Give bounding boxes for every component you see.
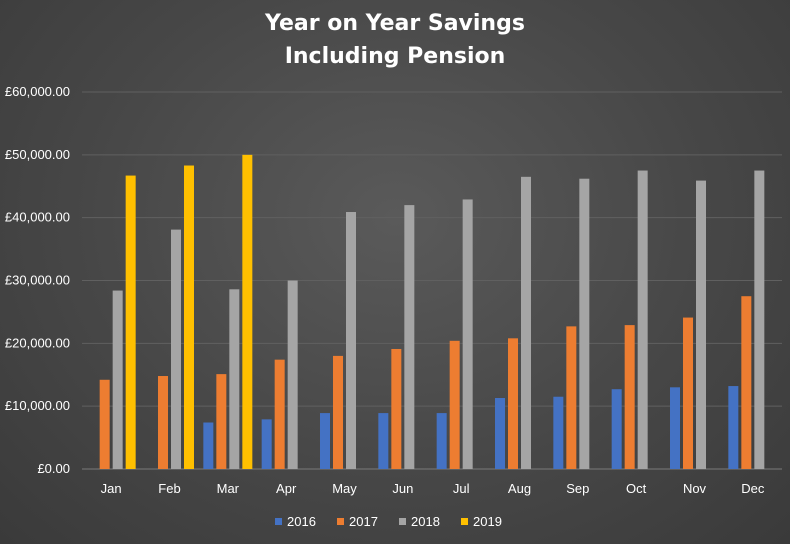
- legend-swatch-2019: [461, 518, 468, 525]
- bar-2016-apr: [261, 419, 272, 469]
- bar-2016-dec: [728, 386, 739, 469]
- legend-label-2016: 2016: [287, 514, 316, 529]
- bar-2019-jan: [125, 175, 136, 469]
- bar-2018-feb: [171, 229, 181, 469]
- bar-2017-mar: [216, 374, 227, 469]
- x-tick-label: Sep: [566, 481, 589, 496]
- y-tick-label: £40,000.00: [5, 210, 70, 225]
- bar-2017-nov: [683, 317, 693, 469]
- bar-2016-mar: [203, 422, 214, 469]
- x-tick-label: Apr: [276, 481, 297, 496]
- x-tick-label: Oct: [626, 481, 647, 496]
- x-tick-label: Jul: [453, 481, 470, 496]
- x-tick-label: Nov: [683, 481, 707, 496]
- bar-2018-dec: [754, 170, 765, 469]
- legend-label-2017: 2017: [349, 514, 378, 529]
- x-tick-label: Feb: [158, 481, 180, 496]
- bar-2018-oct: [637, 170, 648, 469]
- bar-2017-may: [333, 355, 343, 469]
- legend: 2016 2017 2018 2019: [275, 514, 502, 529]
- bar-2017-feb: [158, 376, 168, 469]
- bar-2018-nov: [696, 180, 706, 469]
- bar-2019-feb: [184, 165, 194, 469]
- bar-2019-mar: [242, 154, 253, 470]
- bars: [99, 154, 765, 470]
- bar-2018-jun: [404, 205, 415, 469]
- legend-swatch-2018: [399, 518, 406, 525]
- gridlines: [82, 91, 782, 470]
- bar-2016-jul: [436, 413, 447, 469]
- bar-2017-dec: [741, 296, 752, 469]
- y-tick-label: £0.00: [37, 461, 70, 476]
- bar-2016-oct: [611, 389, 622, 469]
- x-axis-ticks: Jan Feb Mar Apr May Jun Jul Aug Sep Oct Nov Dec: [101, 481, 765, 496]
- y-tick-label: £50,000.00: [5, 147, 70, 162]
- x-tick-label: May: [332, 481, 357, 496]
- legend-swatch-2016: [275, 518, 282, 525]
- y-tick-label: £60,000.00: [5, 84, 70, 99]
- bar-2018-sep: [579, 178, 590, 469]
- y-tick-label: £10,000.00: [5, 398, 70, 413]
- x-tick-label: Mar: [217, 481, 240, 496]
- y-tick-label: £30,000.00: [5, 273, 70, 288]
- bar-2016-may: [320, 413, 330, 469]
- x-tick-label: Aug: [508, 481, 531, 496]
- bar-2018-aug: [521, 176, 531, 469]
- chart-title-line-2: Including Pension: [285, 44, 506, 69]
- bar-2018-apr: [287, 280, 298, 469]
- bar-2016-aug: [495, 397, 505, 469]
- bar-2017-jun: [391, 348, 402, 469]
- bar-2017-jul: [449, 340, 460, 469]
- bar-2017-jan: [99, 379, 110, 469]
- bar-2017-apr: [274, 359, 285, 469]
- bar-2016-jun: [378, 413, 389, 469]
- bar-2017-oct: [624, 325, 635, 469]
- chart-title-line-1: Year on Year Savings: [264, 11, 525, 36]
- bar-2018-mar: [229, 289, 240, 469]
- bar-2017-sep: [566, 326, 577, 469]
- x-tick-label: Jun: [392, 481, 413, 496]
- legend-swatch-2017: [337, 518, 344, 525]
- bar-2018-may: [346, 212, 356, 470]
- legend-label-2018: 2018: [411, 514, 440, 529]
- x-tick-label: Dec: [741, 481, 765, 496]
- y-tick-label: £20,000.00: [5, 335, 70, 350]
- bar-2016-sep: [553, 396, 564, 469]
- bar-2017-aug: [508, 338, 518, 469]
- bar-2018-jan: [112, 290, 123, 469]
- bar-2016-nov: [670, 387, 680, 469]
- bar-2018-jul: [462, 199, 473, 469]
- x-tick-label: Jan: [101, 481, 122, 496]
- legend-label-2019: 2019: [473, 514, 502, 529]
- y-axis-ticks: £0.00 £10,000.00 £20,000.00 £30,000.00 £40,0…: [5, 84, 70, 476]
